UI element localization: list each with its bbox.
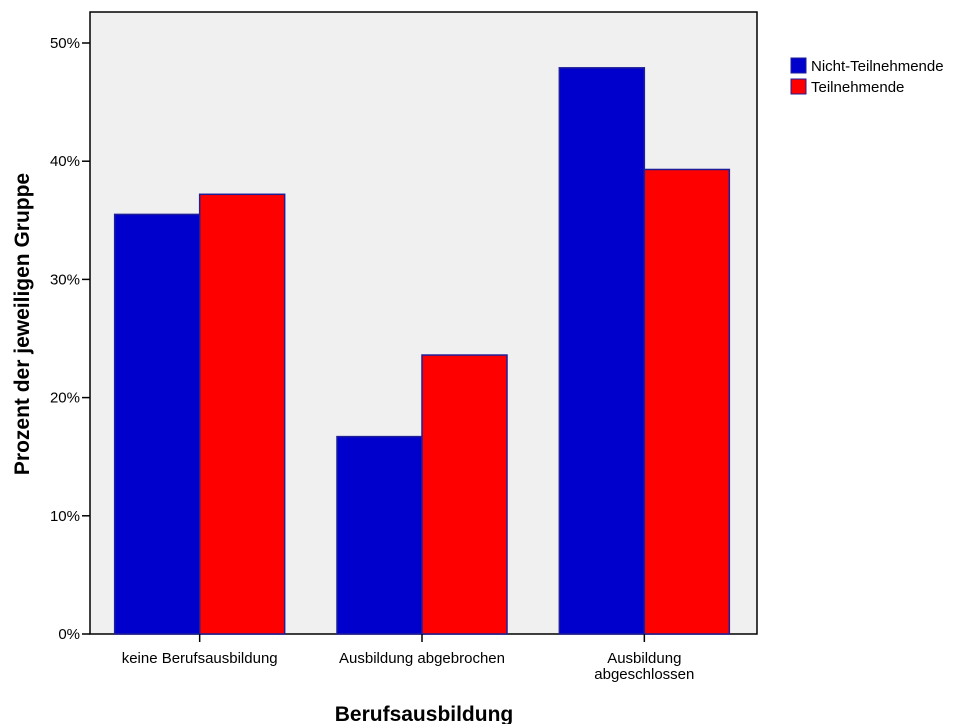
y-tick-label: 10% [50,508,80,525]
bar-teilnehmende-3 [643,168,731,635]
y-axis: 0% 10% 20% 30% 40% 50% [50,35,90,643]
legend-swatch-nicht-teilnehmende [790,57,807,74]
y-tick-label: 50% [50,35,80,52]
x-axis-title: Berufsausbildung [335,703,514,724]
legend: Nicht-Teilnehmende Teilnehmende [790,57,944,96]
bar-nicht-teilnehmende-3 [558,67,646,635]
x-category-label: abgeschlossen [594,666,694,683]
y-tick-label: 40% [50,153,80,170]
legend-label-teilnehmende: Teilnehmende [811,79,904,96]
x-category-label: Ausbildung [607,650,681,667]
legend-label-nicht-teilnehmende: Nicht-Teilnehmende [811,58,944,75]
legend-swatch-teilnehmende [790,78,807,95]
bar-nicht-teilnehmende-1 [113,213,201,635]
bar-teilnehmende-1 [198,193,286,635]
x-category-label: keine Berufsausbildung [122,650,278,667]
y-tick-label: 20% [50,390,80,407]
bar-nicht-teilnehmende-2 [336,435,423,635]
x-category-label: Ausbildung abgebrochen [339,650,505,667]
bars-group [113,67,731,635]
y-axis-title: Prozent der jeweiligen Gruppe [11,173,34,475]
x-axis: keine Berufsausbildung Ausbildung abgebro… [122,634,694,683]
y-tick-label: 30% [50,271,80,288]
y-tick-label: 0% [58,626,80,643]
bar-teilnehmende-2 [421,354,508,635]
